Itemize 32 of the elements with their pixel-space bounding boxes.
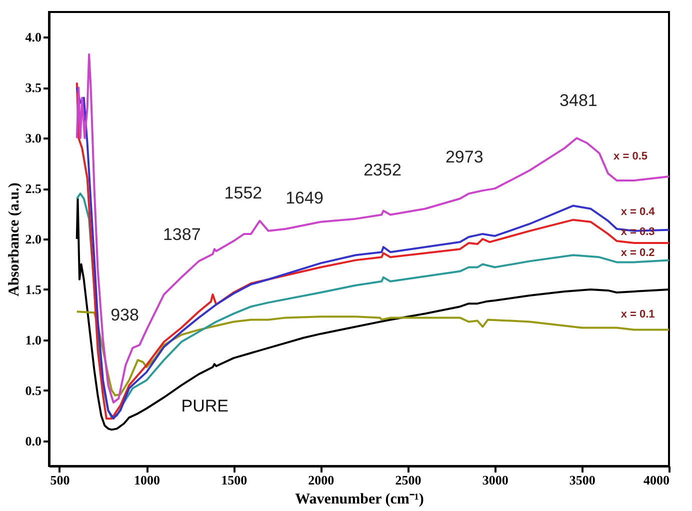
annotation: 2973 [445, 147, 484, 166]
y-tick-label: 1.5 [25, 282, 42, 297]
x-tick-label: 1500 [221, 472, 248, 488]
y-axis-title: Absorbance (a.u.) [6, 182, 22, 296]
series-label: x = 0.5 [614, 150, 648, 162]
y-tick-label: 0.5 [25, 382, 42, 398]
x-axis-title: Wavenumber (cm⁻¹) [295, 492, 424, 508]
annotation: 1552 [224, 184, 262, 203]
y-tick-label: 4.0 [25, 30, 42, 45]
y-tick-label: 1.0 [25, 332, 42, 348]
series-label: x = 0.4 [620, 206, 656, 218]
x-tick-label: 2000 [308, 472, 334, 488]
series-label: PURE [181, 396, 228, 416]
series-label: x = 0.1 [620, 308, 655, 321]
x-tick-label: 3000 [482, 472, 508, 488]
x-tick-label: 1000 [134, 472, 160, 488]
line-series [76, 310, 669, 396]
y-tick-label: 3.5 [25, 80, 42, 96]
x-tick-label: 2500 [395, 472, 422, 488]
annotation: 1649 [286, 188, 324, 208]
x-tick-label: 500 [50, 472, 70, 488]
annotation: 3481 [560, 90, 598, 110]
x-tick-label: 4000 [644, 472, 670, 488]
annotation: 2352 [364, 160, 402, 180]
x-tick-label: 3500 [569, 472, 596, 488]
y-tick-label: 2.0 [25, 232, 42, 246]
annotation: 1387 [162, 224, 201, 244]
y-tick-label: 3.0 [25, 130, 42, 146]
y-tick-label: 2.5 [25, 181, 42, 196]
annotation: 938 [110, 306, 139, 325]
y-tick-label: 0.0 [25, 433, 42, 448]
series-label: x = 0.2 [620, 247, 655, 260]
